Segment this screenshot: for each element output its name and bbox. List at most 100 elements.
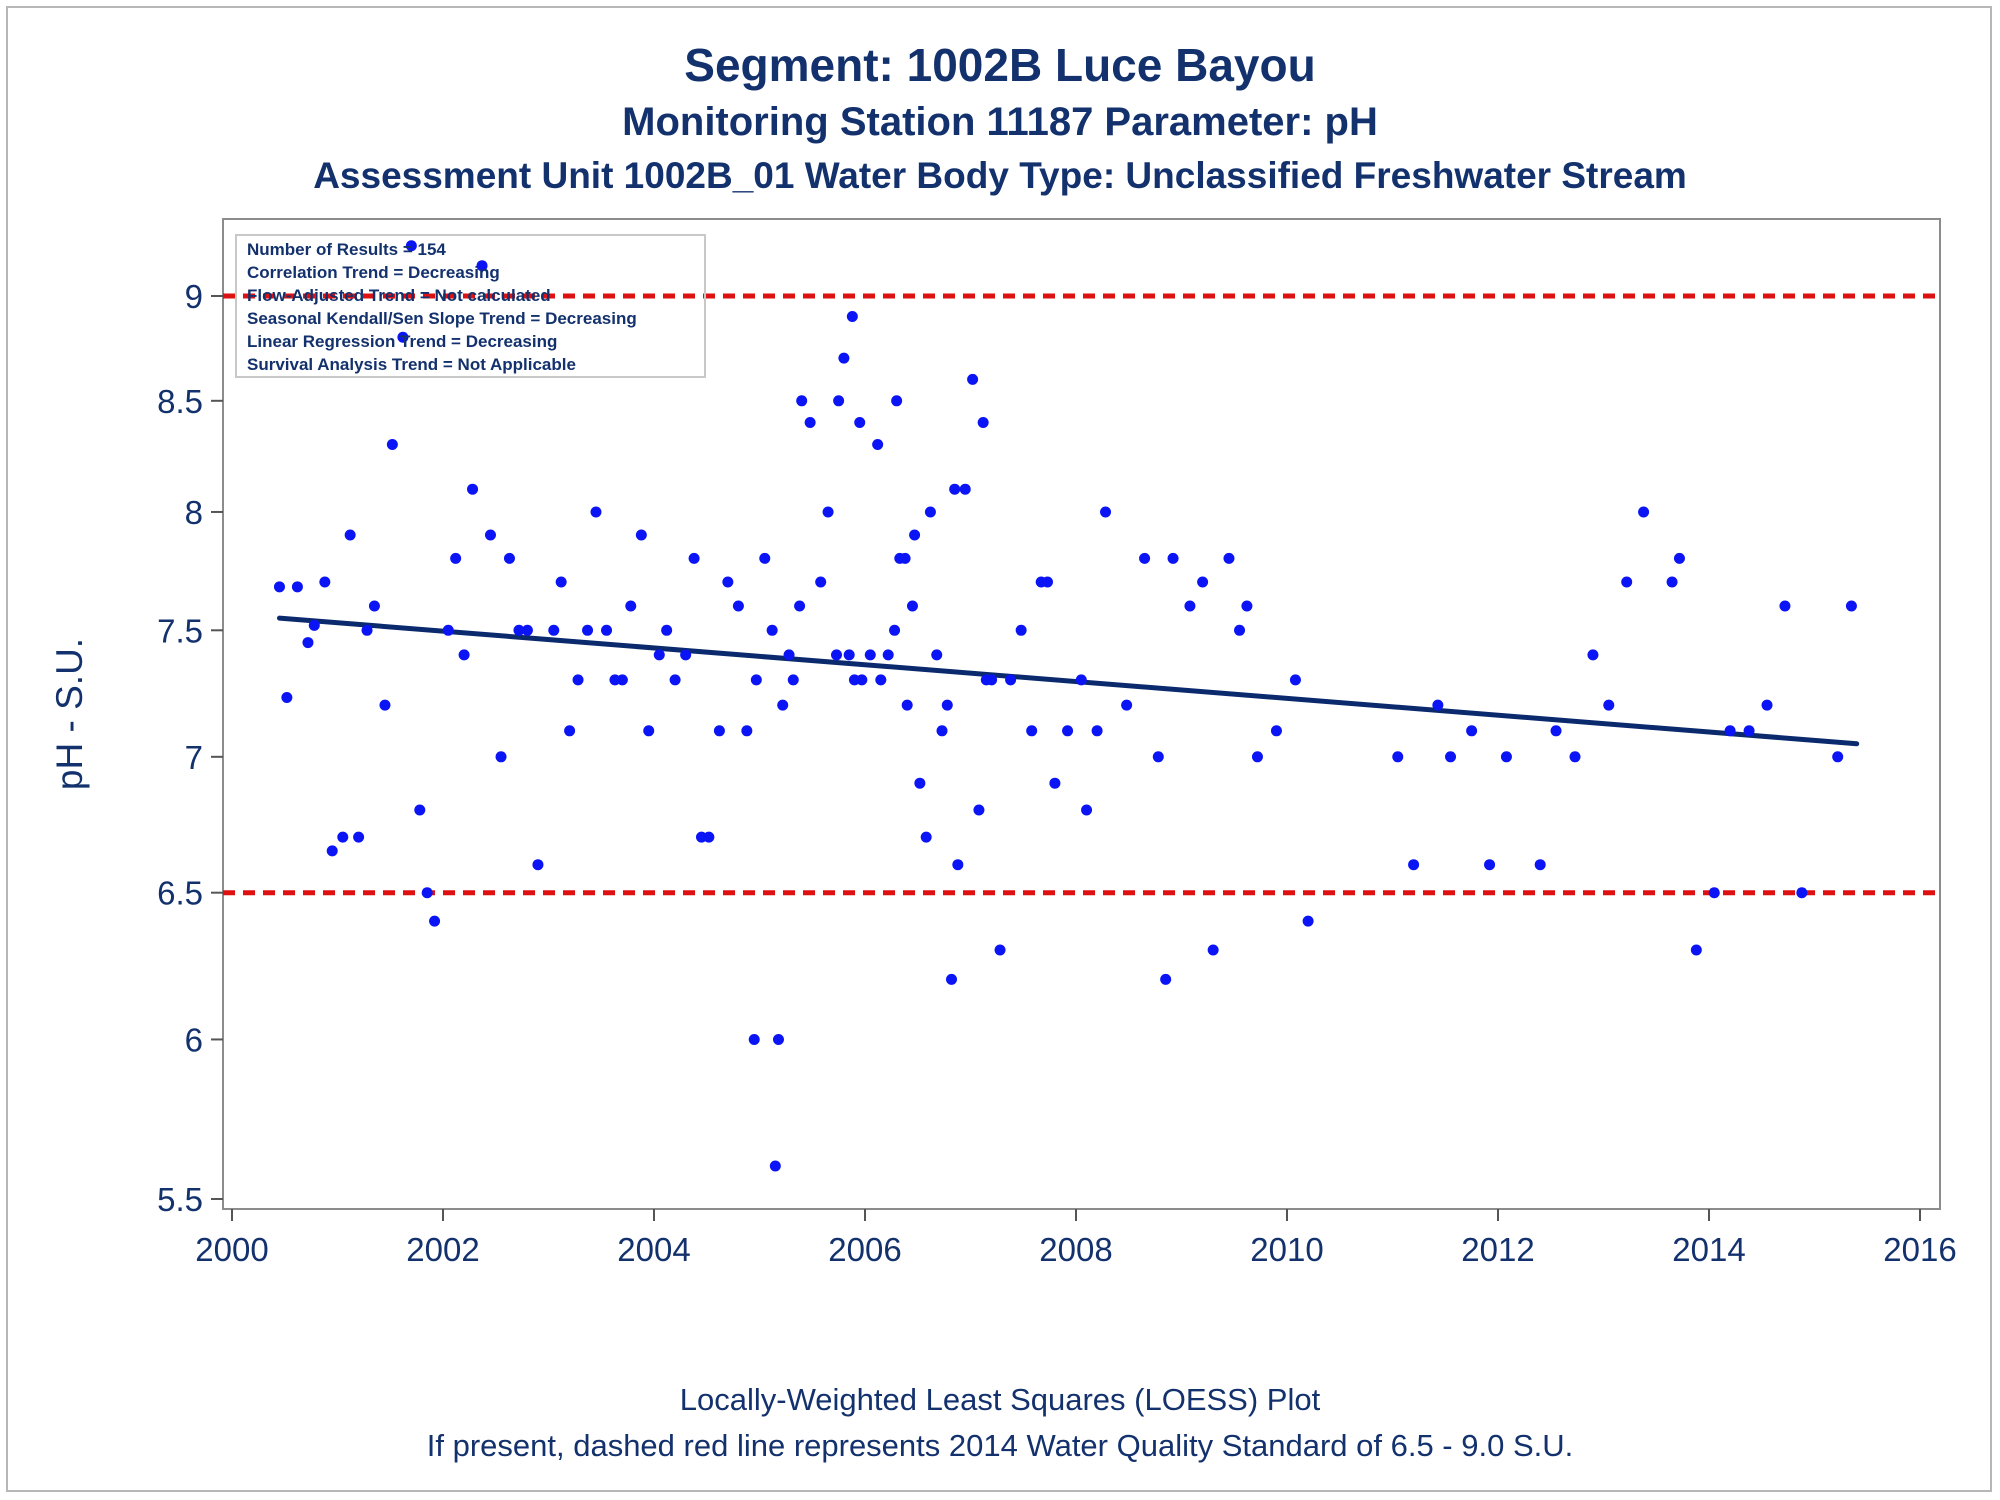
data-point [368, 600, 380, 612]
data-point [450, 552, 462, 564]
data-point [1121, 699, 1133, 711]
data-point [1139, 552, 1151, 564]
x-tick-label: 2004 [617, 1231, 690, 1268]
data-point [1666, 576, 1678, 588]
chart-footnote-2: If present, dashed red line represents 2… [426, 1428, 1574, 1463]
data-point [1197, 576, 1209, 588]
data-point [1081, 804, 1093, 816]
data-point [1184, 600, 1196, 612]
data-point [397, 331, 409, 343]
stats-line: Correlation Trend = Decreasing [247, 263, 500, 282]
data-point [326, 845, 338, 857]
data-point [405, 240, 417, 252]
stats-line: Flow-Adjusted Trend = Not calculated [247, 286, 551, 305]
data-point [889, 624, 901, 636]
x-tick-label: 2014 [1672, 1231, 1745, 1268]
data-point [1484, 859, 1496, 871]
data-point [1779, 600, 1791, 612]
data-point [1223, 552, 1235, 564]
data-point [899, 552, 911, 564]
data-point [1550, 725, 1562, 737]
data-point [555, 576, 567, 588]
x-tick-label: 2016 [1883, 1231, 1956, 1268]
y-tick-label: 8 [185, 494, 203, 531]
data-point [1466, 725, 1478, 737]
data-point [281, 692, 293, 704]
data-point [783, 649, 795, 661]
data-point [273, 581, 285, 593]
data-point [484, 529, 496, 541]
y-tick-label: 7.5 [157, 612, 203, 649]
data-point [1005, 674, 1017, 686]
chart-subtitle: Monitoring Station 11187 Parameter: pH [622, 100, 1378, 144]
y-tick-label: 6 [185, 1021, 203, 1058]
data-point [796, 395, 808, 407]
data-point [442, 624, 454, 636]
data-point [1673, 552, 1685, 564]
data-point [946, 973, 958, 985]
data-point [1270, 725, 1282, 737]
x-tick-label: 2008 [1039, 1231, 1112, 1268]
data-point [1445, 751, 1457, 763]
chart-subtitle-2: Assessment Unit 1002B_01 Water Body Type… [313, 155, 1687, 196]
data-point [661, 624, 673, 636]
data-point [924, 506, 936, 518]
data-point [291, 581, 303, 593]
data-point [680, 649, 692, 661]
data-point [1638, 506, 1650, 518]
data-point [532, 859, 544, 871]
data-point [458, 649, 470, 661]
data-point [590, 506, 602, 518]
data-point [882, 649, 894, 661]
data-point [703, 831, 715, 843]
stats-line: Seasonal Kendall/Sen Slope Trend = Decre… [247, 309, 637, 328]
data-point [1724, 725, 1736, 737]
data-point [1569, 751, 1581, 763]
data-point [1708, 887, 1720, 899]
data-point [616, 674, 628, 686]
data-point [1302, 915, 1314, 927]
data-point [1603, 699, 1615, 711]
data-point [1690, 944, 1702, 956]
data-point [1500, 751, 1512, 763]
data-point [548, 624, 560, 636]
data-point [379, 699, 391, 711]
data-point [854, 417, 866, 429]
data-point [564, 725, 576, 737]
y-tick-label: 8.5 [157, 383, 203, 420]
data-point [977, 417, 989, 429]
y-tick-label: 5.5 [157, 1181, 203, 1218]
x-tick-label: 2010 [1250, 1231, 1323, 1268]
data-point [952, 859, 964, 871]
data-point [901, 699, 913, 711]
y-axis-label: pH - S.U. [49, 638, 90, 790]
data-point [476, 260, 488, 272]
data-point [1062, 725, 1074, 737]
data-point [1621, 576, 1633, 588]
data-point [643, 725, 655, 737]
data-point [1432, 699, 1444, 711]
plot-border [222, 218, 1941, 1210]
data-point [1408, 859, 1420, 871]
data-point [635, 529, 647, 541]
data-point [429, 915, 441, 927]
data-point [949, 483, 961, 495]
data-point [815, 576, 827, 588]
data-point [421, 887, 433, 899]
data-point [1049, 777, 1061, 789]
stats-line: Survival Analysis Trend = Not Applicable [247, 355, 576, 374]
data-point [772, 1033, 784, 1045]
data-point [777, 699, 789, 711]
x-tick-label: 2000 [195, 1231, 268, 1268]
data-point [967, 373, 979, 385]
loess-line [276, 615, 1860, 747]
data-point [909, 529, 921, 541]
data-point [1075, 674, 1087, 686]
data-point [833, 395, 845, 407]
stats-line: Number of Results = 154 [247, 240, 446, 259]
data-point [467, 483, 479, 495]
data-point [1167, 552, 1179, 564]
data-point [920, 831, 932, 843]
data-point [1042, 576, 1054, 588]
